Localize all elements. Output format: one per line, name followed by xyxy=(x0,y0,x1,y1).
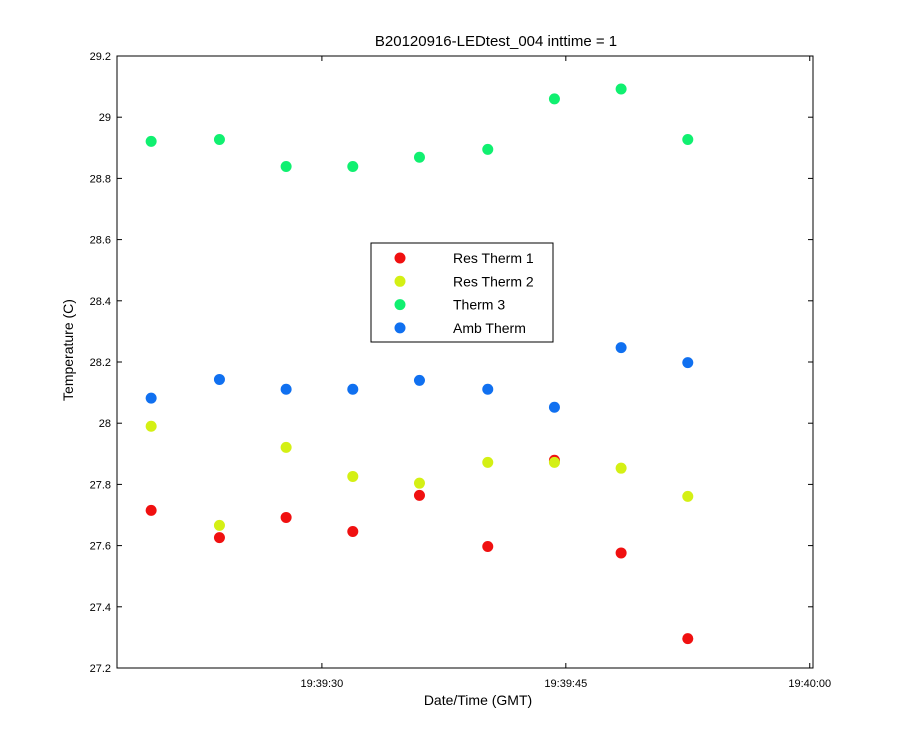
x-tick-label: 19:40:00 xyxy=(788,678,831,690)
y-tick-label: 28.2 xyxy=(90,357,111,369)
x-tick-label: 19:39:45 xyxy=(544,678,587,690)
point-res-therm-2 xyxy=(413,477,425,489)
point-res-therm-2 xyxy=(145,420,157,432)
legend-marker xyxy=(394,252,406,264)
legend-marker xyxy=(394,322,406,334)
point-res-therm-2 xyxy=(682,490,694,502)
point-res-therm-1 xyxy=(482,541,494,553)
point-res-therm-2 xyxy=(615,462,627,474)
y-tick-label: 29 xyxy=(99,112,111,124)
y-tick-label: 28 xyxy=(99,418,111,430)
point-amb-therm xyxy=(213,373,225,385)
point-res-therm-2 xyxy=(347,470,359,482)
point-therm-3 xyxy=(213,134,225,146)
legend-label: Amb Therm xyxy=(453,320,526,336)
series-res-therm-2 xyxy=(145,420,694,531)
point-amb-therm xyxy=(145,392,157,404)
series-amb-therm xyxy=(145,342,694,413)
point-res-therm-1 xyxy=(682,633,694,645)
plot-area xyxy=(116,55,814,669)
legend-marker xyxy=(394,275,406,287)
series-therm-3 xyxy=(145,83,694,172)
point-res-therm-2 xyxy=(280,441,292,453)
series-res-therm-1 xyxy=(145,454,694,645)
point-therm-3 xyxy=(482,143,494,155)
y-tick-label: 28.6 xyxy=(90,235,111,247)
point-therm-3 xyxy=(280,160,292,172)
point-amb-therm xyxy=(280,383,292,395)
y-axis-title: Temperature (C) xyxy=(60,299,76,401)
x-axis-title: Date/Time (GMT) xyxy=(424,692,532,708)
y-tick-label: 27.4 xyxy=(90,602,111,614)
x-axis: 19:39:30 19:39:45 19:40:00 xyxy=(300,56,831,690)
y-axis: 27.2 27.4 27.6 27.8 28 28.2 28.4 28.6 28.8 29 29.2 xyxy=(90,51,813,675)
point-res-therm-2 xyxy=(548,456,560,468)
point-therm-3 xyxy=(615,83,627,95)
y-tick-label: 28.8 xyxy=(90,173,111,185)
point-res-therm-2 xyxy=(482,456,494,468)
point-therm-3 xyxy=(347,160,359,172)
point-res-therm-2 xyxy=(213,519,225,531)
point-res-therm-1 xyxy=(213,532,225,544)
point-amb-therm xyxy=(548,401,560,413)
point-therm-3 xyxy=(548,93,560,105)
legend-label: Res Therm 2 xyxy=(453,273,534,289)
point-therm-3 xyxy=(413,151,425,163)
y-tick-label: 29.2 xyxy=(90,51,111,63)
point-therm-3 xyxy=(682,134,694,146)
point-amb-therm xyxy=(482,383,494,395)
point-res-therm-1 xyxy=(615,547,627,559)
point-res-therm-1 xyxy=(347,526,359,538)
y-tick-label: 27.2 xyxy=(90,663,111,675)
x-tick-label: 19:39:30 xyxy=(300,678,343,690)
legend: Res Therm 1 Res Therm 2 Therm 3 Amb Therm xyxy=(370,242,554,343)
y-tick-label: 27.8 xyxy=(90,479,111,491)
chart-title: B20120916-LEDtest_004 inttime = 1 xyxy=(375,33,617,50)
point-therm-3 xyxy=(145,135,157,147)
data-points xyxy=(145,83,694,645)
point-amb-therm xyxy=(682,357,694,369)
point-res-therm-1 xyxy=(145,504,157,516)
point-amb-therm xyxy=(347,383,359,395)
legend-label: Res Therm 1 xyxy=(453,250,534,266)
point-res-therm-1 xyxy=(413,489,425,501)
legend-label: Therm 3 xyxy=(453,297,505,313)
point-amb-therm xyxy=(615,342,627,354)
y-tick-label: 27.6 xyxy=(90,541,111,553)
legend-marker xyxy=(394,299,406,311)
point-amb-therm xyxy=(413,374,425,386)
y-tick-label: 28.4 xyxy=(90,296,111,308)
point-res-therm-1 xyxy=(280,511,292,523)
